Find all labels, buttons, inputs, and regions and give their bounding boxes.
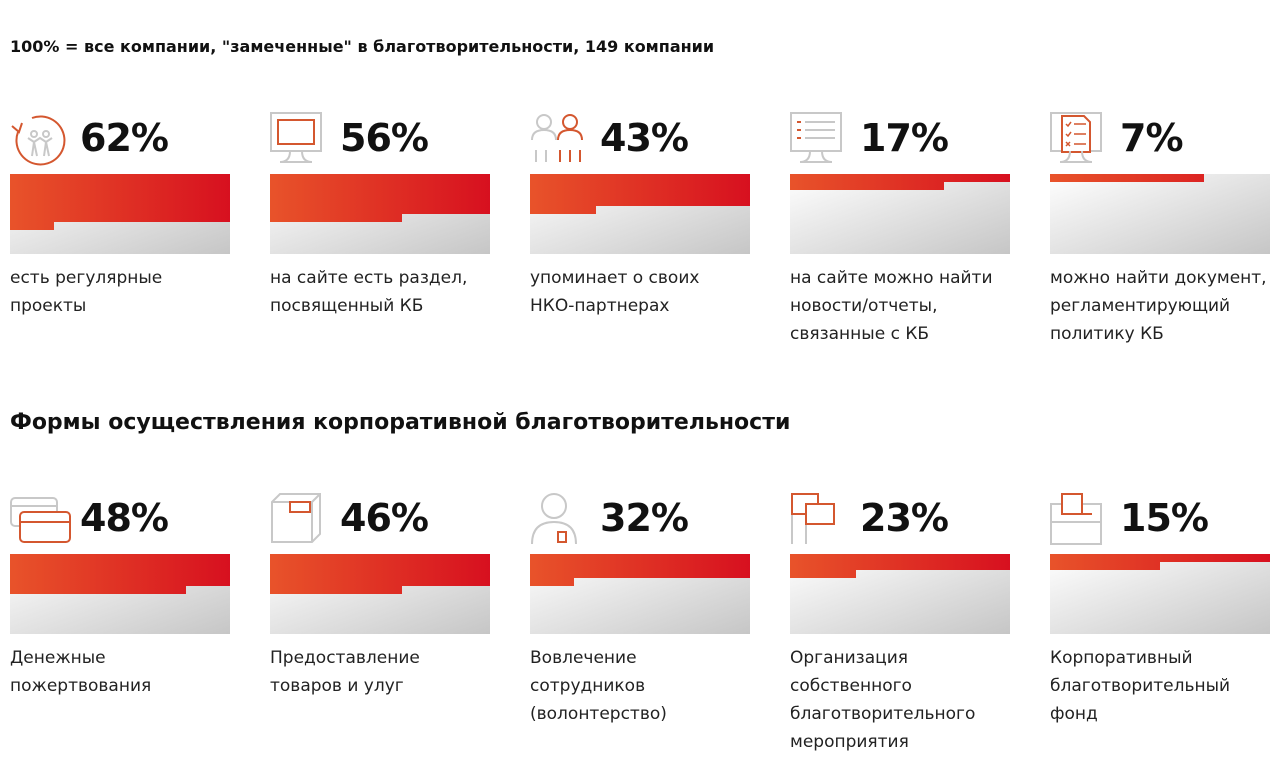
stat-label: Предоставление товаров и улуг bbox=[270, 648, 420, 696]
percent-bar-track bbox=[1050, 554, 1270, 634]
stat-label: на сайте можно найти новости/отчеты, свя… bbox=[790, 268, 993, 344]
percent-bar-fill bbox=[790, 174, 1010, 190]
percent-bar-track bbox=[530, 554, 750, 634]
percent-bar-fill bbox=[10, 174, 230, 230]
percent-bar-track bbox=[270, 174, 490, 254]
percent-bar-track bbox=[10, 554, 230, 634]
percent-value: 32% bbox=[600, 496, 689, 540]
stat-label: на сайте есть раздел, посвященный КБ bbox=[270, 268, 468, 316]
percent-value: 15% bbox=[1120, 496, 1209, 540]
percent-bar-track bbox=[10, 174, 230, 254]
document-checklist-icon bbox=[1050, 112, 1102, 163]
percent-value: 7% bbox=[1120, 116, 1184, 160]
stat-label: упоминает о своих НКО-партнерах bbox=[530, 268, 700, 316]
percent-bar-track bbox=[270, 554, 490, 634]
percent-value: 56% bbox=[340, 116, 429, 160]
ballot-box-icon bbox=[1050, 493, 1102, 545]
base-note: 100% = все компании, "замеченные" в благ… bbox=[10, 37, 715, 56]
stat-label: Денежные пожертвования bbox=[10, 648, 152, 696]
percent-bar-track bbox=[530, 174, 750, 254]
percent-bar-fill bbox=[1050, 554, 1270, 570]
volunteer-icon bbox=[531, 493, 577, 545]
percent-bar-fill bbox=[530, 174, 750, 214]
percent-bar-track bbox=[790, 174, 1010, 254]
box-icon bbox=[271, 493, 321, 543]
percent-value: 62% bbox=[80, 116, 169, 160]
percent-value: 23% bbox=[860, 496, 949, 540]
stat-label: можно найти документ, регламентирующий п… bbox=[1050, 268, 1267, 344]
news-monitor-icon bbox=[790, 112, 842, 163]
percent-value: 43% bbox=[600, 116, 689, 160]
partners-icon bbox=[531, 114, 583, 162]
flags-icon bbox=[791, 493, 835, 544]
percent-bar-fill bbox=[270, 174, 490, 222]
stat-label: Вовлечение сотрудников (волонтерство) bbox=[530, 648, 667, 724]
percent-bar-fill bbox=[270, 554, 490, 594]
section-title: Формы осуществления корпоративной благот… bbox=[10, 410, 791, 435]
percent-bar-track bbox=[790, 554, 1010, 634]
percent-value: 17% bbox=[860, 116, 949, 160]
stat-label: есть регулярные проекты bbox=[10, 268, 163, 316]
percent-bar-fill bbox=[1050, 174, 1270, 182]
percent-value: 46% bbox=[340, 496, 429, 540]
monitor-icon bbox=[270, 112, 322, 163]
stat-label: Организация собственного благотворительн… bbox=[790, 648, 976, 752]
percent-bar-fill bbox=[10, 554, 230, 594]
people-cycle-icon bbox=[11, 115, 66, 166]
percent-bar-fill bbox=[530, 554, 750, 586]
stat-label: Корпоративный благотворительный фонд bbox=[1050, 648, 1231, 724]
percent-bar-fill bbox=[790, 554, 1010, 578]
percent-value: 48% bbox=[80, 496, 169, 540]
percent-bar-track bbox=[1050, 174, 1270, 254]
credit-card-icon bbox=[10, 497, 71, 543]
